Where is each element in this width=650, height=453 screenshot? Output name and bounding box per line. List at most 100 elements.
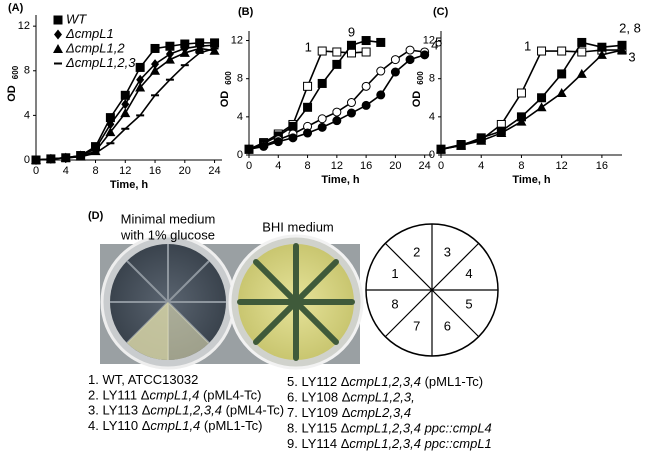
marker [476,135,487,145]
x-axis-label: Time, h [512,174,551,186]
sector-number: 2 [413,244,420,259]
x-tick-label: 12 [331,160,343,172]
marker [332,116,342,126]
strain-text: cmpL1,2,3,4 ppc::cmpL1 [349,436,491,451]
marker [105,127,116,137]
marker [165,49,174,60]
marker [361,36,371,46]
series-line [440,49,622,151]
legend-marker [53,15,63,25]
legend-marker [53,44,63,53]
strain-text: 3. LY113 Δ [88,403,151,418]
x-tick-label: 8 [304,160,310,172]
panel-label: (D) [88,210,104,222]
y-axis-label: OD [6,85,18,102]
marker [151,59,160,70]
x-axis-label: Time, h [321,174,360,186]
marker [317,78,327,88]
x-tick-label: 4 [275,160,281,172]
marker [120,90,130,100]
marker [376,66,386,76]
strain-item: 9. LY114 ΔcmpL1,2,3,4 ppc::cmpL1 [287,436,492,451]
sector-diagram [365,223,499,357]
marker [46,154,56,164]
x-tick-label: 12 [556,160,568,172]
strain-text: (pML4-Tc) [222,403,284,418]
x-axis-label: Time, h [110,179,149,191]
sector-number: 3 [444,244,451,259]
x-tick-label: 4 [478,160,484,172]
marker [244,144,254,154]
y-tick-label: 0 [237,149,243,161]
marker [106,142,115,145]
strain-item: 5. LY112 ΔcmpL1,2,3,4 (pML1-Tc) [287,374,483,389]
series-label: 4 [431,37,438,52]
marker [61,153,71,163]
strain-text: cmpL1,2,3,4 [349,374,421,389]
marker [31,155,41,165]
x-tick-label: 20 [179,165,191,177]
strain-item: 6. LY108 ΔcmpL1,2,3, [287,390,415,405]
y-axis-label-sub: 600 [224,71,233,85]
marker [405,45,415,55]
x-tick-label: 8 [92,165,98,177]
plate-minimal [100,234,236,370]
x-tick-label: 16 [360,160,372,172]
marker [496,128,507,138]
series-label: 5 [435,34,442,49]
y-tick-label: 4 [24,109,30,121]
strain-text: 5. LY112 Δ [287,374,350,389]
marker [136,114,145,117]
strain-item: 1. WT, ATCC13032 [88,372,198,387]
strain-text: 7. LY109 Δ [287,405,351,420]
legend-label: ΔcmpL1,2,3 [65,55,136,70]
y-axis-label: OD [411,91,423,108]
x-tick-label: 24 [208,165,220,177]
marker [120,108,131,118]
y-tick-label: 0 [24,154,30,166]
y-tick-label: 12 [423,34,435,46]
strain-text: (pML1-Tc) [421,374,483,389]
series-line [248,39,381,151]
marker [346,108,356,118]
marker [390,55,400,65]
y-tick-label: 8 [24,65,30,77]
marker [317,114,327,124]
marker [136,74,145,85]
strain-item: 3. LY113 ΔcmpL1,2,3,4 (pML4-Tc) [88,403,284,418]
marker [537,46,547,56]
marker [151,94,160,97]
marker [135,82,146,92]
series-line [440,49,623,151]
plate-title: BHI medium [262,219,334,234]
y-tick-label: 0 [429,149,435,161]
marker [195,51,204,54]
strain-item: 2. LY111 ΔcmpL1,4 (pML4-Tc) [88,388,261,403]
marker [121,99,130,110]
x-tick-label: 0 [438,160,444,172]
series-label: 2, 8 [619,21,641,36]
plate-bhi [228,234,364,370]
strain-text: cmpL1,4 [150,418,200,433]
panel-label: (C) [433,6,449,18]
x-tick-label: 16 [596,160,608,172]
marker [303,81,313,91]
strain-text: cmpL1,2,3,4 ppc::cmpL4 [349,421,491,436]
marker [121,127,130,130]
marker [288,121,298,131]
marker [105,113,115,123]
strain-text: cmpL1,4 [149,388,199,403]
marker [317,46,327,56]
marker [557,69,567,79]
y-axis-label: OD [219,91,231,108]
strain-text: 2. LY111 Δ [88,388,150,403]
marker [209,45,220,55]
marker [516,116,527,126]
y-axis-label-sub: 600 [416,71,425,85]
marker [596,49,607,59]
sector-number: 7 [413,318,420,333]
y-tick-label: 4 [237,111,243,123]
marker [346,40,356,50]
marker [361,100,371,110]
